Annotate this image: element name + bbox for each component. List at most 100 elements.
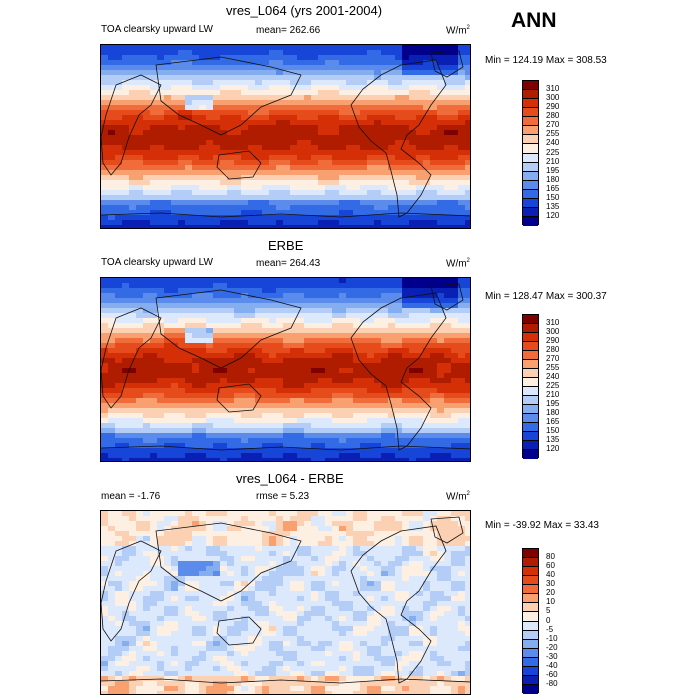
colorbar-swatch — [523, 315, 538, 324]
colorbar-swatch — [523, 630, 538, 640]
panel-1-mean: mean= 262.66 — [256, 25, 321, 36]
colorbar-tick-label: 195 — [546, 165, 560, 175]
colorbar-tick-label: 180 — [546, 174, 560, 184]
colorbar-swatch — [523, 135, 538, 145]
colorbar-swatch — [523, 351, 538, 360]
colorbar-swatch — [523, 81, 538, 91]
colorbar-tick-label: 270 — [546, 120, 560, 130]
colorbar-swatch — [523, 405, 538, 414]
colorbar-tick-label: 255 — [546, 129, 560, 139]
colorbar-tick-label: 30 — [546, 579, 555, 589]
colorbar-swatch — [523, 180, 538, 190]
coastline — [101, 540, 162, 642]
coastline — [216, 616, 262, 646]
colorbar-swatch — [523, 117, 538, 127]
colorbar-swatch — [523, 585, 538, 595]
colorbar-swatch — [523, 432, 538, 441]
colorbar-tick-label: -30 — [546, 651, 558, 661]
colorbar-tick-label: 135 — [546, 435, 560, 444]
colorbar-tick-label: 300 — [546, 93, 560, 103]
colorbar-tick-label: 20 — [546, 588, 555, 598]
colorbar-tick-label: 255 — [546, 363, 560, 372]
colorbar-swatch — [523, 126, 538, 136]
colorbar-swatch — [523, 90, 538, 100]
colorbar-swatch — [523, 450, 538, 459]
season-label: ANN — [511, 9, 557, 32]
colorbar-tick-label: 280 — [546, 111, 560, 121]
colorbar-swatch — [523, 666, 538, 676]
colorbar-tick-label: 40 — [546, 570, 555, 580]
colorbar-swatch — [523, 558, 538, 568]
colorbar-swatch — [523, 144, 538, 154]
colorbar-tick-label: 150 — [546, 192, 560, 202]
panel-3-rmse: rmse = 5.23 — [256, 491, 310, 502]
coastline — [155, 522, 302, 602]
panel-3-title: vres_L064 - ERBE — [236, 471, 344, 486]
coastline — [155, 56, 302, 136]
colorbar-tick-label: 0 — [546, 615, 551, 625]
colorbar-swatch — [523, 567, 538, 577]
colorbar-tick-label: 165 — [546, 417, 560, 426]
colorbar-tick-label: 80 — [546, 552, 555, 562]
colorbar-tick-label: 120 — [546, 444, 560, 453]
colorbar-tick-label: 135 — [546, 201, 560, 211]
colorbar-swatch — [523, 108, 538, 118]
colorbar-tick-label: 180 — [546, 408, 560, 417]
colorbar-tick-label: 310 — [546, 318, 560, 327]
colorbar-swatch — [523, 189, 538, 199]
colorbar-tick-label: 310 — [546, 84, 560, 94]
colorbar-tick-label: 60 — [546, 561, 555, 571]
colorbar-tick-label: -60 — [546, 669, 558, 679]
colorbar-tick-label: -10 — [546, 633, 558, 643]
colorbar-tick-label: 10 — [546, 597, 555, 607]
coastline — [101, 307, 162, 409]
panel-1-map-svg — [101, 45, 470, 228]
panel-3-units: W/m2 — [446, 491, 470, 503]
colorbar-swatch — [523, 612, 538, 622]
colorbar-tick-label: -20 — [546, 642, 558, 652]
panel-3-map — [100, 510, 471, 695]
colorbar-swatch — [523, 639, 538, 649]
panel-1-colorbar — [522, 80, 539, 226]
colorbar-swatch — [523, 99, 538, 109]
coastline — [101, 212, 470, 218]
panel-2-minmax: Min = 128.47 Max = 300.37 — [485, 291, 607, 302]
colorbar-swatch — [523, 414, 538, 423]
colorbar-swatch — [523, 684, 538, 694]
colorbar-tick-label: 240 — [546, 138, 560, 148]
colorbar-tick-label: 165 — [546, 183, 560, 193]
colorbar-tick-label: 270 — [546, 354, 560, 363]
panel-2-map — [100, 277, 471, 462]
panel-2-map-svg — [101, 278, 470, 461]
colorbar-swatch — [523, 603, 538, 613]
colorbar-swatch — [523, 198, 538, 208]
colorbar-swatch — [523, 441, 538, 450]
panel-2-left-label: TOA clearsky upward LW — [101, 257, 213, 268]
panel-3-map-svg — [101, 511, 470, 694]
panel-3-colorbar — [522, 548, 539, 694]
colorbar-tick-label: 225 — [546, 147, 560, 157]
colorbar-tick-label: 240 — [546, 372, 560, 381]
colorbar-swatch — [523, 675, 538, 685]
panel-2-colorbar — [522, 314, 539, 459]
colorbar-swatch — [523, 333, 538, 342]
coastline — [430, 516, 464, 544]
colorbar-tick-label: -5 — [546, 624, 554, 634]
colorbar-swatch — [523, 657, 538, 667]
colorbar-swatch — [523, 153, 538, 163]
colorbar-tick-label: 210 — [546, 390, 560, 399]
coastline — [216, 383, 262, 413]
colorbar-tick-label: 5 — [546, 606, 551, 616]
colorbar-tick-label: 225 — [546, 381, 560, 390]
colorbar-swatch — [523, 369, 538, 378]
colorbar-swatch — [523, 207, 538, 217]
colorbar-swatch — [523, 423, 538, 432]
colorbar-swatch — [523, 396, 538, 405]
panel-1-units: W/m2 — [446, 25, 470, 37]
colorbar-swatch — [523, 162, 538, 172]
colorbar-tick-label: -40 — [546, 660, 558, 670]
coastline — [216, 150, 262, 180]
panel-1-left-label: TOA clearsky upward LW — [101, 24, 213, 35]
colorbar-swatch — [523, 342, 538, 351]
panel-1-map — [100, 44, 471, 229]
